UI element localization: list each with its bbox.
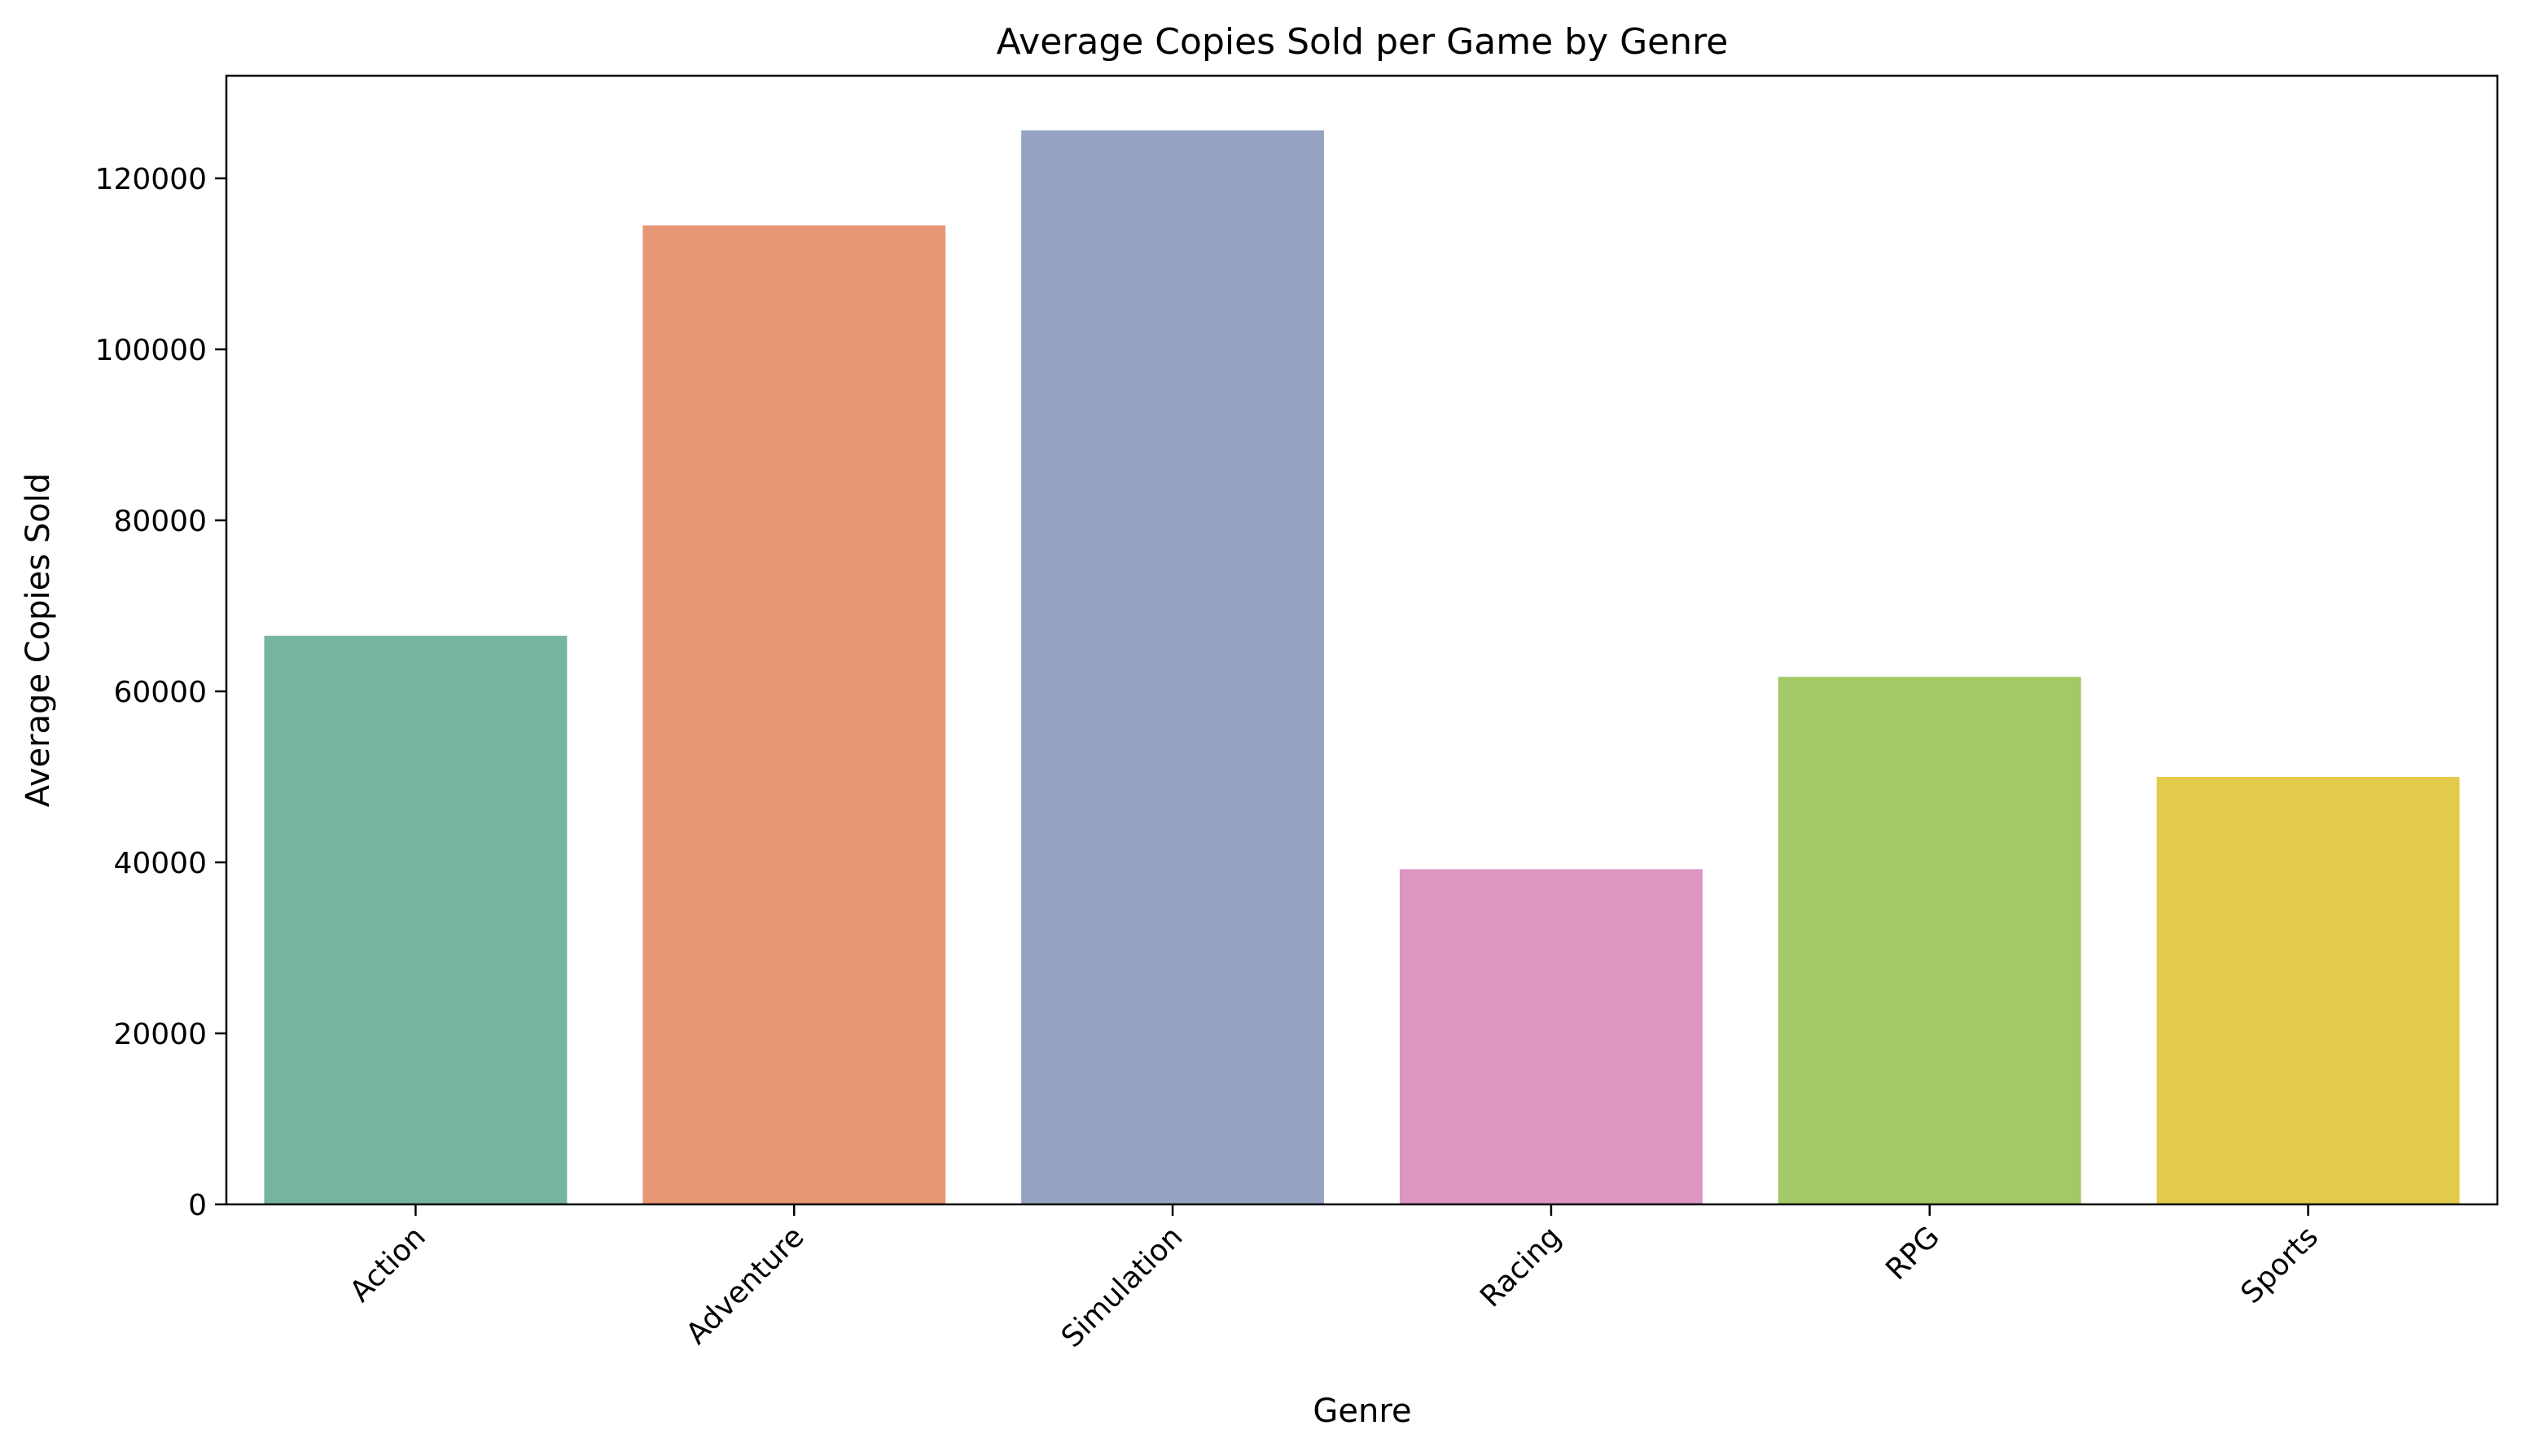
y-tick-label: 20000 <box>113 1018 207 1051</box>
bar-action <box>264 635 568 1204</box>
y-tick-label: 40000 <box>113 847 207 880</box>
x-axis-label: Genre <box>1313 1392 1411 1430</box>
y-tick-label: 80000 <box>113 505 207 538</box>
chart-title: Average Copies Sold per Game by Genre <box>997 21 1729 63</box>
y-axis-label: Average Copies Sold <box>20 473 57 807</box>
bar-sports <box>2156 777 2460 1204</box>
plot-frame <box>225 74 2499 1206</box>
bar-adventure <box>642 225 946 1204</box>
y-tick-label: 100000 <box>95 334 207 367</box>
y-tick-label: 120000 <box>95 163 207 196</box>
bar-racing <box>1399 869 1703 1204</box>
bar-simulation <box>1021 130 1325 1205</box>
bars-layer <box>264 130 2460 1205</box>
y-tick-label: 0 <box>188 1189 207 1222</box>
y-tick-label: 60000 <box>113 676 207 709</box>
bar-rpg <box>1778 677 2081 1204</box>
